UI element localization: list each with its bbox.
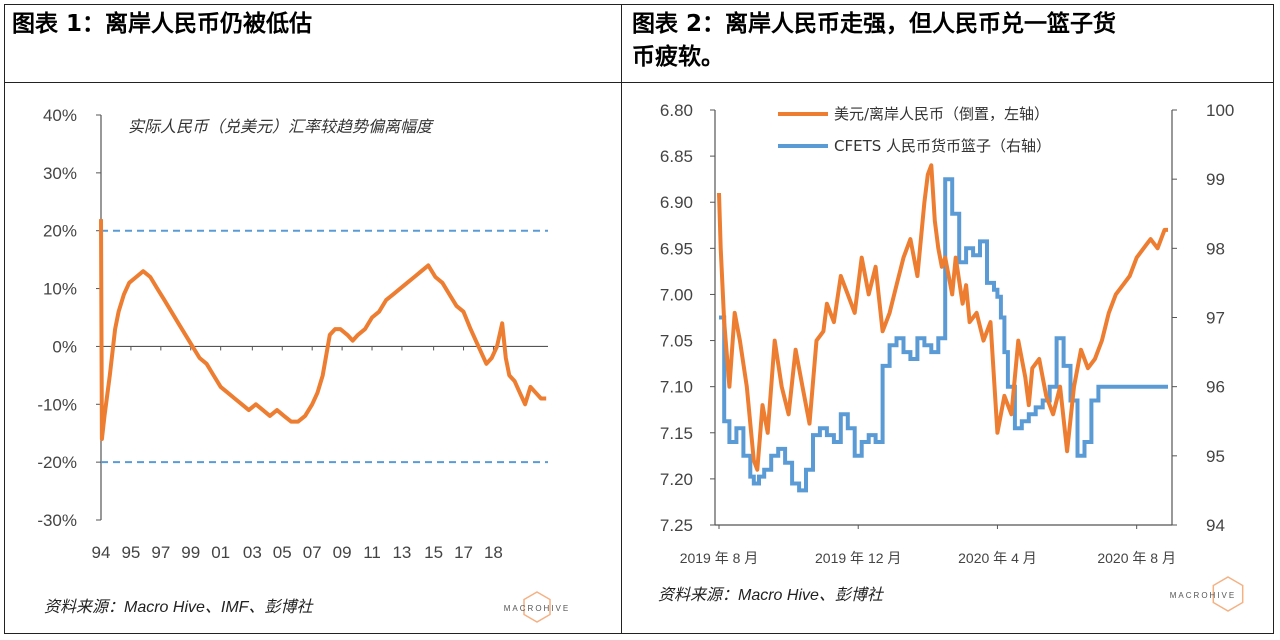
left-y-tick-label: 0%: [52, 337, 77, 356]
right-left-tick-label: 7.25: [660, 516, 693, 535]
panel-divider: [621, 4, 622, 634]
left-x-tick-label: 18: [484, 543, 503, 562]
right-x-tick-label: 2019 年 12 月: [815, 550, 901, 566]
right-chart-title-line2: 币疲软。: [632, 44, 724, 70]
right-series-usdcnh-line: [717, 163, 1168, 472]
right-source-note: 资料来源：Macro Hive、彭博社: [658, 586, 885, 604]
right-left-tick-label: 6.80: [660, 101, 693, 120]
left-x-tick-label: 07: [303, 543, 322, 562]
left-x-tick-label: 95: [121, 543, 140, 562]
left-x-tick-label: 11: [363, 543, 381, 562]
left-logo-text: MACROHIVE: [504, 604, 570, 613]
left-x-tick-label: 97: [151, 543, 170, 562]
left-y-tick-label: 10%: [43, 280, 77, 299]
right-chart-title: 图表 2：离岸人民币走强，但人民币兑一篮子货 币疲软。: [632, 8, 1262, 74]
right-x-tick-label: 2020 年 4 月: [958, 550, 1037, 566]
right-left-tick-label: 6.90: [660, 193, 693, 212]
right-left-tick-label: 7.20: [660, 470, 693, 489]
left-y-tick-label: 40%: [43, 106, 77, 125]
right-left-tick-label: 7.15: [660, 424, 693, 443]
right-x-tick-label: 2019 年 8 月: [680, 550, 759, 566]
left-x-tick-label: 17: [454, 543, 473, 562]
left-series-line: [99, 219, 547, 441]
left-x-tick-label: 99: [181, 543, 200, 562]
right-x-tick-label: 2020 年 8 月: [1097, 550, 1176, 566]
left-y-tick-label: -20%: [37, 453, 77, 472]
left-chart-annotation: 实际人民币（兑美元）汇率较趋势偏离幅度: [128, 117, 435, 136]
right-right-tick-label: 99: [1206, 170, 1225, 189]
left-y-tick-label: 30%: [43, 164, 77, 183]
right-logo-hexagon-icon: [1212, 576, 1244, 612]
left-x-tick-label: 09: [333, 543, 352, 562]
right-right-tick-label: 95: [1206, 447, 1225, 466]
title-divider: [4, 82, 1274, 83]
left-x-tick-label: 13: [392, 543, 411, 562]
right-legend-label-usdcnh: 美元/离岸人民币（倒置，左轴）: [834, 105, 1049, 123]
left-chart-title: 图表 1：离岸人民币仍被低估: [12, 11, 313, 37]
left-logo-hexagon-icon: [523, 591, 551, 623]
right-right-tick-label: 96: [1206, 378, 1225, 397]
right-left-tick-label: 7.00: [660, 285, 693, 304]
right-chart-title-line1: 图表 2：离岸人民币走强，但人民币兑一篮子货: [632, 11, 1117, 37]
right-logo-text: MACROHIVE: [1170, 591, 1236, 600]
right-left-tick-label: 7.10: [660, 378, 693, 397]
left-x-tick-label: 94: [92, 543, 111, 562]
left-x-tick-label: 15: [424, 543, 443, 562]
right-right-tick-label: 100: [1206, 101, 1234, 120]
left-y-tick-label: -30%: [37, 511, 77, 530]
right-left-tick-label: 7.05: [660, 332, 693, 351]
right-left-tick-label: 6.85: [660, 147, 693, 166]
right-right-tick-label: 97: [1206, 309, 1225, 328]
right-right-tick-label: 98: [1206, 239, 1225, 258]
right-right-tick-label: 94: [1206, 516, 1225, 535]
right-left-tick-label: 6.95: [660, 239, 693, 258]
left-x-tick-label: 03: [243, 543, 262, 562]
right-legend-label-cfets: CFETS 人民币货币篮子（右轴）: [834, 137, 1051, 155]
left-source-note: 资料来源：Macro Hive、IMF、彭博社: [44, 598, 314, 616]
left-x-tick-label: 05: [273, 543, 292, 562]
left-x-tick-label: 01: [211, 543, 230, 562]
left-y-tick-label: 20%: [43, 222, 77, 241]
figure-frame: [4, 4, 1274, 634]
left-y-tick-label: -10%: [37, 395, 77, 414]
right-series-cfets-line: [719, 177, 1168, 493]
